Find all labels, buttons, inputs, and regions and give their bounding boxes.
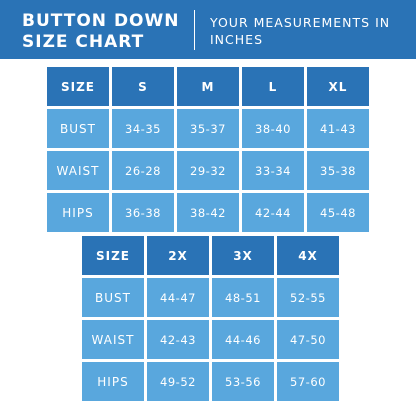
standard-waist-m: 29-32 (177, 151, 239, 190)
standard-waist-xl: 35-38 (307, 151, 369, 190)
plus-header-4x: 4X (277, 236, 339, 275)
plus-header-size-label: SIZE (82, 236, 144, 275)
standard-hips-l: 42-44 (242, 193, 304, 232)
title-line-2: SIZE CHART (22, 32, 145, 52)
chart-subtitle: YOUR MEASUREMENTS IN INCHES (210, 14, 390, 48)
plus-bust-2x: 44-47 (147, 278, 209, 317)
subtitle-line-1: YOUR MEASUREMENTS IN (210, 15, 391, 30)
plus-bust-4x: 52-55 (277, 278, 339, 317)
standard-row-label-hips: HIPS (47, 193, 109, 232)
plus-hips-4x: 57-60 (277, 362, 339, 401)
title-line-1: BUTTON DOWN (22, 11, 180, 31)
chart-title: BUTTON DOWN SIZE CHART (22, 11, 179, 53)
plus-waist-4x: 47-50 (277, 320, 339, 359)
standard-hips-m: 38-42 (177, 193, 239, 232)
plus-hips-3x: 53-56 (212, 362, 274, 401)
standard-row-label-waist: WAIST (47, 151, 109, 190)
plus-row-label-hips: HIPS (82, 362, 144, 401)
plus-waist-3x: 44-46 (212, 320, 274, 359)
standard-bust-s: 34-35 (112, 109, 174, 148)
standard-bust-xl: 41-43 (307, 109, 369, 148)
standard-header-xl: XL (307, 67, 369, 106)
standard-waist-l: 33-34 (242, 151, 304, 190)
standard-header-l: L (242, 67, 304, 106)
plus-hips-2x: 49-52 (147, 362, 209, 401)
standard-hips-xl: 45-48 (307, 193, 369, 232)
standard-bust-l: 38-40 (242, 109, 304, 148)
subtitle-line-2: INCHES (210, 32, 263, 47)
standard-row-label-bust: BUST (47, 109, 109, 148)
header-divider (194, 10, 195, 50)
plus-bust-3x: 48-51 (212, 278, 274, 317)
header-banner: BUTTON DOWN SIZE CHART YOUR MEASUREMENTS… (0, 0, 416, 59)
standard-waist-s: 26-28 (112, 151, 174, 190)
standard-hips-s: 36-38 (112, 193, 174, 232)
plus-header-2x: 2X (147, 236, 209, 275)
plus-row-label-waist: WAIST (82, 320, 144, 359)
plus-waist-2x: 42-43 (147, 320, 209, 359)
standard-header-s: S (112, 67, 174, 106)
plus-header-3x: 3X (212, 236, 274, 275)
standard-header-m: M (177, 67, 239, 106)
plus-row-label-bust: BUST (82, 278, 144, 317)
standard-bust-m: 35-37 (177, 109, 239, 148)
standard-header-size-label: SIZE (47, 67, 109, 106)
